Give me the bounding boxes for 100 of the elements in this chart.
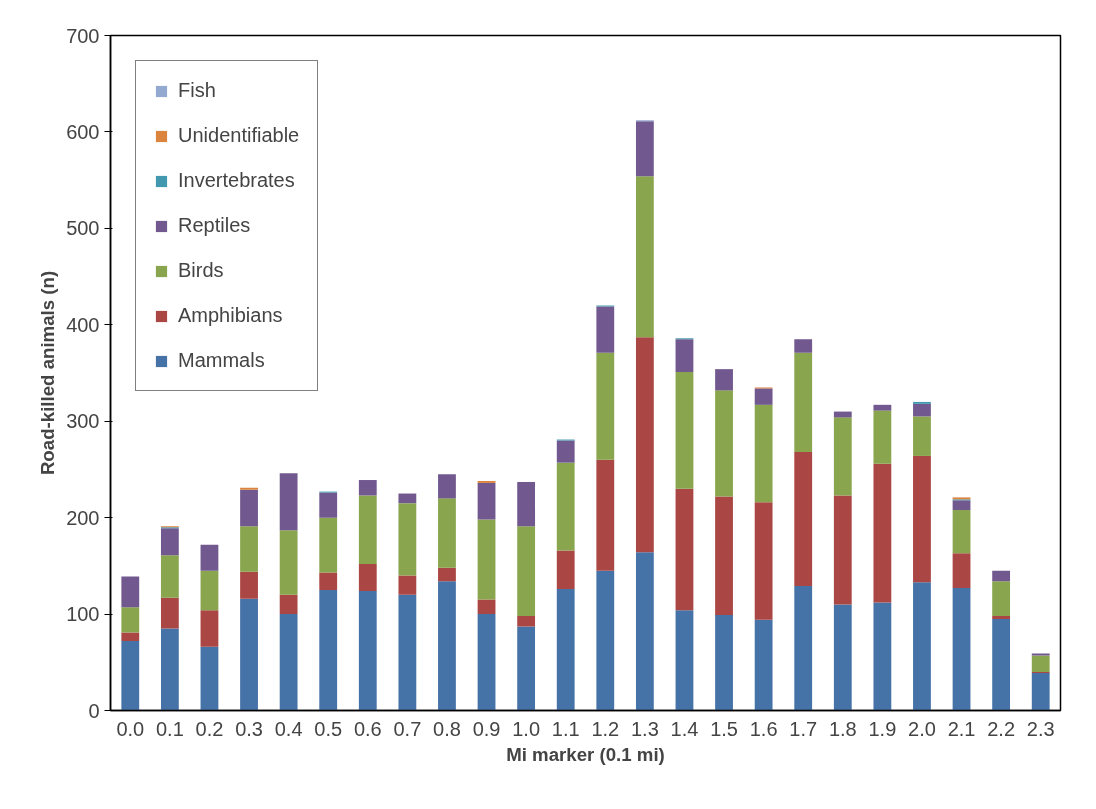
bar <box>873 463 892 603</box>
legend-label: Invertebrates <box>178 169 295 192</box>
bar <box>319 492 338 518</box>
bar <box>398 503 417 576</box>
bar <box>794 352 813 453</box>
x-tick-label: 0.8 <box>433 717 461 740</box>
bar <box>635 176 654 338</box>
bar <box>438 498 456 568</box>
bar <box>952 553 971 589</box>
bar <box>121 576 140 608</box>
bar <box>952 500 971 510</box>
bar <box>240 571 258 599</box>
bar <box>596 306 615 353</box>
bar <box>477 614 496 711</box>
bar <box>992 616 1011 619</box>
bar <box>477 482 496 520</box>
bar <box>398 493 417 504</box>
bar <box>160 628 179 711</box>
x-tick-label: 2.3 <box>1026 717 1055 740</box>
x-tick-label: 1.3 <box>630 717 659 740</box>
bar <box>913 416 931 456</box>
y-tick-label: 0 <box>88 699 100 722</box>
bar <box>754 388 773 405</box>
bar <box>438 567 456 582</box>
bar <box>358 480 377 496</box>
bar <box>754 404 773 503</box>
bar <box>200 570 219 611</box>
bar <box>240 526 258 572</box>
bar <box>556 462 575 551</box>
bar <box>873 404 892 411</box>
y-tick-label: 200 <box>66 506 100 529</box>
x-tick-label: 2.2 <box>987 717 1016 740</box>
bar <box>240 598 258 711</box>
y-tick-label: 700 <box>66 24 100 47</box>
bar <box>596 459 615 571</box>
bar <box>794 339 813 353</box>
x-tick-label: 1.9 <box>868 717 897 740</box>
bar <box>279 594 298 615</box>
x-tick-label: 1.1 <box>551 717 580 740</box>
bar <box>319 517 338 573</box>
bar <box>121 607 140 633</box>
bar <box>200 646 219 711</box>
bar <box>675 488 694 611</box>
y-tick-label: 500 <box>66 217 100 240</box>
bar <box>873 602 892 711</box>
bar <box>477 519 496 600</box>
bar <box>556 589 575 711</box>
bar <box>200 610 219 647</box>
bar <box>517 616 536 627</box>
x-tick-label: 2.1 <box>947 717 976 740</box>
bar <box>596 352 615 460</box>
bar <box>992 570 1011 582</box>
bar <box>1031 655 1050 672</box>
x-tick-label: 0.9 <box>472 717 501 740</box>
bar <box>160 555 179 598</box>
bar <box>833 604 852 711</box>
legend-label: Fish <box>178 79 216 102</box>
bar <box>1031 672 1050 711</box>
x-tick-label: 1.5 <box>710 717 738 740</box>
x-tick-label: 0.0 <box>116 717 145 740</box>
x-tick-label: 0.7 <box>393 717 422 740</box>
bar <box>438 474 456 499</box>
bar <box>319 589 338 711</box>
x-tick-label: 2.0 <box>908 717 936 740</box>
bar <box>913 455 931 583</box>
bar <box>319 572 338 590</box>
bar <box>200 544 219 571</box>
bar <box>635 337 654 553</box>
bar <box>160 528 179 556</box>
bar <box>517 526 536 616</box>
bar <box>517 481 536 527</box>
bar <box>715 369 733 391</box>
bar <box>675 339 694 373</box>
bar <box>754 619 773 711</box>
x-tick-label: 1.7 <box>789 717 818 740</box>
bar <box>873 410 892 464</box>
bar <box>160 597 179 629</box>
legend-label: Birds <box>178 259 224 282</box>
x-tick-label: 1.2 <box>591 717 620 740</box>
bar <box>556 550 575 589</box>
bar <box>358 495 377 564</box>
bar <box>398 594 417 711</box>
bar <box>121 632 140 642</box>
y-tick-label: 100 <box>66 603 100 626</box>
bar <box>556 440 575 463</box>
x-tick-label: 0.3 <box>235 717 263 740</box>
bar <box>635 121 654 177</box>
x-tick-label: 0.4 <box>274 717 303 740</box>
bar <box>279 530 298 595</box>
legend-label: Mammals <box>178 349 265 372</box>
bar <box>715 615 733 711</box>
bar <box>833 417 852 496</box>
bar <box>675 610 694 711</box>
bar <box>438 581 456 711</box>
x-tick-label: 0.6 <box>353 717 382 740</box>
bar <box>596 570 615 711</box>
bar <box>240 489 258 527</box>
x-tick-label: 1.4 <box>670 717 699 740</box>
y-tick-label: 300 <box>66 410 100 433</box>
bar <box>358 563 377 591</box>
